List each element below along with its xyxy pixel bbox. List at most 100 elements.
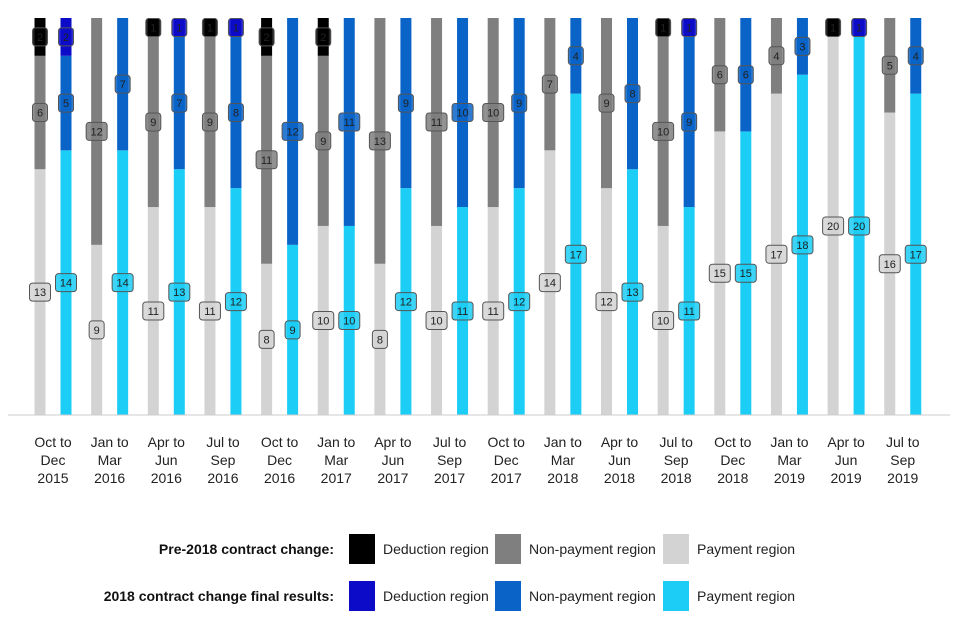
data-label-box [538,273,561,293]
data-label-box [511,93,528,113]
data-label-box [338,112,361,132]
data-label: 7 [120,79,126,91]
data-label-box [655,17,672,37]
data-label: 15 [714,268,726,280]
data-label: 10 [430,315,442,327]
data-label-box [624,84,641,104]
legend-row-0: Pre-2018 contract change: Deduction regio… [0,534,960,574]
data-label-box [312,310,335,330]
data-label-box [32,103,48,123]
data-label: 14 [60,278,72,290]
data-label: 12 [230,297,242,309]
data-label-box [451,103,474,123]
data-label-box [32,27,48,47]
data-label: 10 [317,315,329,327]
data-label-box [227,17,244,37]
data-label: 9 [290,325,296,337]
data-label-box [652,310,675,330]
legend-label: Payment region [697,541,796,557]
bars-layer [34,18,922,416]
data-label: 4 [913,51,919,63]
data-label: 8 [264,334,270,346]
data-label-box [368,131,391,151]
data-label: 9 [403,98,409,110]
data-label-box [621,282,644,302]
data-label: 5 [887,60,893,72]
x-tick-label: Jan to Mar 2018 [544,434,582,486]
data-label: 2 [264,32,270,44]
legend-swatch [349,534,375,564]
x-tick-label: Apr to Jun 2018 [601,434,639,486]
data-label-box [595,292,618,312]
data-label-box [281,121,304,141]
data-label-box [55,273,77,293]
data-label: 14 [117,278,129,290]
data-label-box [397,93,414,113]
data-label: 8 [629,89,635,101]
data-label: 9 [94,325,100,337]
x-tick-label: Oct to Dec 2016 [261,434,299,486]
x-tick-label: Jul to Sep 2018 [659,434,693,486]
data-label-box [258,27,275,47]
legend-swatch [349,581,375,611]
data-label-box [255,150,278,170]
data-label-box [822,216,845,236]
data-label-box [315,27,332,47]
data-label-box [765,244,788,264]
data-label: 9 [207,117,213,129]
data-label: 11 [487,306,498,318]
data-label-box [652,121,675,141]
data-label: 18 [796,240,808,252]
data-label-box [881,55,898,75]
data-label-box [171,93,188,113]
data-label-box [315,131,332,151]
x-tick-label: Apr to Jun 2017 [374,434,412,486]
data-label-box [171,17,188,37]
data-label: 10 [456,108,468,120]
data-label-box [825,17,842,37]
data-label: 9 [686,117,692,129]
data-label-box [224,292,247,312]
data-label: 11 [204,306,215,318]
data-label-box [371,329,388,349]
data-label: 8 [377,334,383,346]
data-label: 17 [770,249,782,261]
data-label: 10 [657,126,669,138]
data-label-box [794,36,811,56]
legend-label: Payment region [697,588,796,604]
data-label: 2 [37,32,43,44]
x-tick-label: Oct to Dec 2017 [488,434,526,486]
data-label-box [85,121,108,141]
data-label: 6 [743,70,749,82]
data-label-box [598,93,615,113]
legend-label: Deduction region [383,541,489,557]
legend-swatch [495,534,521,564]
data-label: 1 [660,22,666,34]
data-label: 2 [63,32,69,44]
x-tick-label: Jan to Mar 2016 [91,434,129,486]
data-label: 12 [91,126,103,138]
data-label-box [541,74,558,94]
data-label-box [394,292,417,312]
data-label: 8 [233,108,239,120]
data-label: 11 [683,306,694,318]
data-label: 12 [286,126,298,138]
x-tick-label: Apr to Jun 2016 [148,434,186,486]
data-label-box [425,310,448,330]
data-label-box [227,103,244,123]
data-label-box [508,292,531,312]
data-label-box [451,301,474,321]
legend-group-title: Pre-2018 contract change: [158,541,334,557]
data-label: 11 [148,306,159,318]
x-tick-label: Jul to Sep 2019 [886,434,920,486]
legend-group-title: 2018 contract change final results: [103,588,334,604]
data-label-box [564,244,587,264]
data-label: 4 [573,51,579,63]
x-tick-label: Oct to Dec 2018 [714,434,752,486]
legend-swatch [663,581,689,611]
data-label-box [111,273,134,293]
data-label-box [201,112,218,132]
data-label-box [734,263,757,283]
data-label: 14 [544,278,556,290]
data-label-box [142,301,165,321]
